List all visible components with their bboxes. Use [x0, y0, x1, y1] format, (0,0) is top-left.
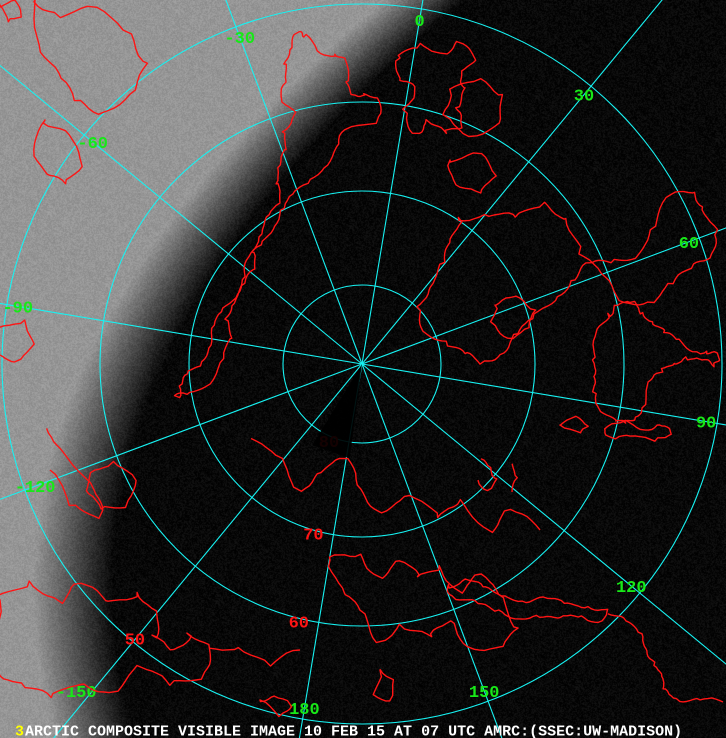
svg-text:3: 3 [15, 724, 24, 738]
svg-text:0: 0 [414, 13, 424, 32]
svg-text:70: 70 [303, 527, 323, 546]
svg-text:-120: -120 [15, 479, 56, 498]
svg-text:30: 30 [574, 88, 594, 107]
svg-text:150: 150 [469, 684, 500, 703]
svg-text:-60: -60 [77, 135, 108, 154]
svg-text:60: 60 [289, 614, 309, 633]
svg-text:60: 60 [679, 235, 699, 254]
svg-text:-150: -150 [56, 684, 97, 703]
svg-text:120: 120 [616, 579, 647, 598]
svg-text:ARCTIC COMPOSITE VISIBLE IMAGE: ARCTIC COMPOSITE VISIBLE IMAGE 10 FEB 15… [25, 724, 682, 738]
svg-text:-90: -90 [2, 299, 33, 318]
svg-text:180: 180 [289, 701, 320, 720]
svg-text:50: 50 [125, 632, 145, 651]
svg-text:90: 90 [696, 415, 716, 434]
svg-text:-30: -30 [224, 30, 255, 49]
